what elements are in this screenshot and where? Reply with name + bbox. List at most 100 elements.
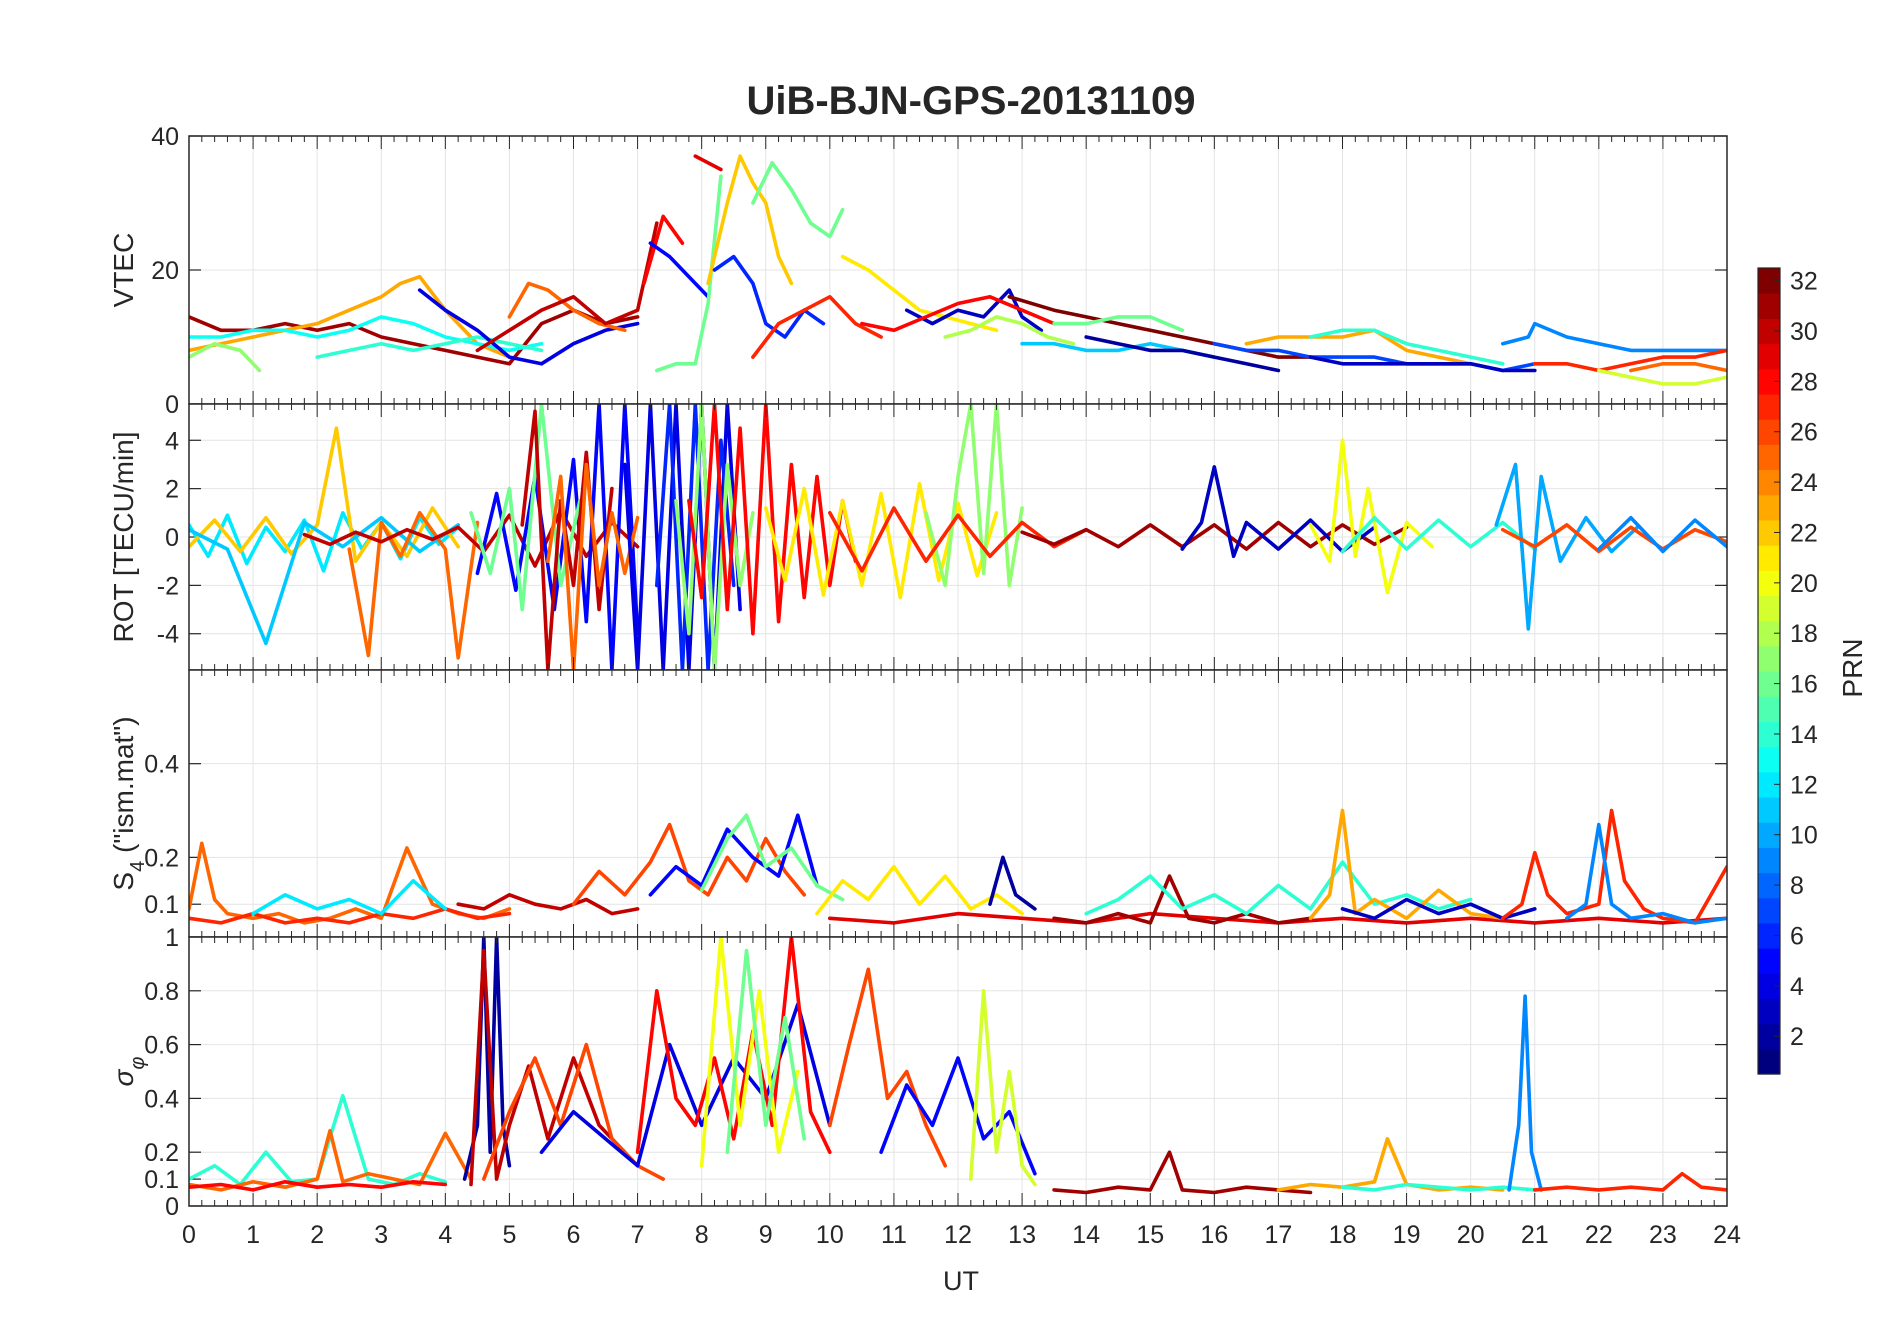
colorbar-swatch [1758,419,1780,445]
x-tick-label: 0 [182,1221,196,1249]
colorbar-tick-label: 24 [1790,469,1818,497]
series-prn-14 [1084,860,1473,916]
x-tick-label: 5 [502,1221,516,1249]
x-tick-label: 13 [1008,1221,1036,1249]
colorbar-swatch [1758,268,1780,294]
x-tick-label: 17 [1265,1221,1293,1249]
series-prn-12 [251,878,448,916]
series-prn-16 [1052,315,1185,333]
colorbar-swatch [1758,444,1780,471]
series-prn-18 [943,315,1076,346]
series-prn-2 [1084,335,1281,373]
colorbar-tick-label: 14 [1790,721,1818,749]
series-prn-16 [725,948,807,1154]
y-tick-label: 0 [165,524,179,552]
y-tick-label: 0.1 [144,891,179,919]
axes-frame [188,936,1728,1207]
x-tick-label: 18 [1329,1221,1357,1249]
series-prn-27 [751,294,883,359]
colorbar-swatch [1758,393,1780,420]
series-prn-27 [189,907,512,925]
y-axis-label: VTEC [108,233,139,308]
series-prn-31 [1020,520,1409,551]
colorbar-tick-label: 30 [1790,318,1818,346]
series-prn-14 [1340,1182,1537,1192]
series-prn-28 [189,1180,448,1192]
series-prn-32 [1007,294,1313,359]
series-prn-25 [507,281,627,333]
series-prn-6 [654,404,736,670]
y-tick-label: 40 [151,123,179,151]
y-tick-label: 1 [165,924,179,952]
series-group [189,808,1727,925]
colorbar-swatch [1758,545,1780,571]
series-prn-17 [924,404,1024,588]
series-prn-9 [1597,515,1727,554]
series-prn-22 [706,154,794,286]
panel-vtec: 0 20 40 VTEC [108,123,1728,419]
y-tick-label: 0.8 [144,978,179,1006]
x-tick-label: 20 [1457,1221,1485,1249]
series-prn-30 [456,892,640,916]
series-prn-17 [189,341,262,373]
series-prn-17 [674,404,755,670]
x-tick-label: 23 [1649,1221,1677,1249]
colorbar-swatch [1758,519,1780,546]
series-prn-29 [693,154,723,172]
panel-s4: 0.1 0.2 0.4S4 ("ism.mat") [108,669,1728,938]
panel-rot: -4 -2 0 2 4 ROT [TECU/min] [108,403,1728,671]
series-prn-31 [189,308,640,366]
x-tick-label: 19 [1393,1221,1421,1249]
series-group [189,937,1727,1195]
series-prn-19 [1597,368,1727,386]
x-tick-label: 12 [944,1221,972,1249]
colorbar-swatch [1758,696,1780,722]
x-tick-label: 6 [567,1221,581,1249]
series-prn-4 [539,1002,832,1168]
series-prn-16 [699,813,845,902]
series-prn-19 [968,988,1037,1187]
series-prn-2 [988,855,1037,911]
x-tick-label: 1 [246,1221,260,1249]
series-prn-27 [1533,1171,1727,1192]
series-prn-11 [189,515,461,646]
colorbar-swatch [1758,1048,1780,1075]
colorbar-tick-label: 12 [1790,771,1818,799]
series-prn-9 [1565,822,1727,925]
series-prn-23 [1244,328,1473,366]
colorbar-tick-label: 22 [1790,519,1818,547]
series-prn-23 [189,274,512,359]
series-prn-20 [699,937,800,1168]
x-tick-label: 2 [310,1221,324,1249]
x-tick-label: 24 [1713,1221,1741,1249]
y-axis-label: ROT [TECU/min] [108,431,139,642]
colorbar-swatch [1758,897,1780,924]
colorbar-swatch [1758,872,1780,899]
series-prn-31 [1052,1150,1313,1195]
series-prn-14 [1340,515,1537,554]
colorbar-swatch [1758,948,1780,974]
x-tick-label: 16 [1200,1221,1228,1249]
series-prn-28 [635,937,832,1154]
y-axis-label: S4 ("ism.mat") [108,716,149,890]
colorbar-swatch [1758,973,1780,1000]
colorbar-swatch [1758,746,1780,773]
colorbar-label: PRN [1837,638,1868,697]
colorbar-swatch [1758,595,1780,622]
y-tick-label: 2 [165,476,179,504]
colorbar-swatch [1758,796,1780,823]
y-tick-label: 0.2 [144,1139,179,1167]
series-prn-25 [189,1128,473,1192]
y-tick-label: 0.1 [144,1166,179,1194]
series-prn-22 [189,426,461,564]
colorbar-tick-label: 28 [1790,368,1818,396]
series-prn-4 [622,404,742,670]
x-tick-label: 11 [881,1221,907,1249]
chart-title: UiB-BJN-GPS-20131109 [746,79,1195,123]
series-prn-5 [648,241,710,299]
series-prn-25 [546,462,640,670]
series-prn-14 [315,335,544,359]
colorbar-tick-label: 26 [1790,419,1818,447]
colorbar-swatch [1758,368,1780,395]
